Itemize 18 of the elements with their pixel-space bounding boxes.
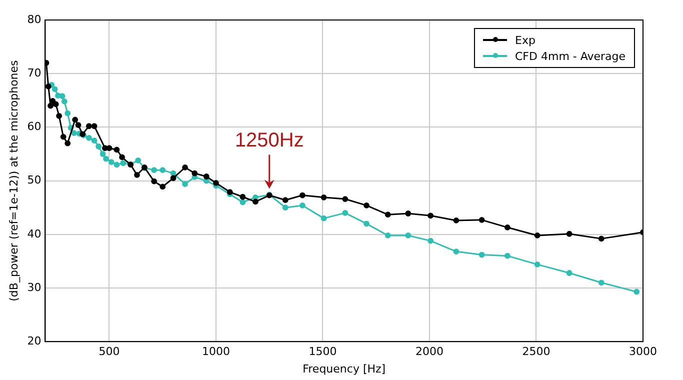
x-tick-label: 1000 xyxy=(202,345,230,358)
x-tick-label: 2500 xyxy=(522,345,550,358)
x-tick-label: 1500 xyxy=(308,345,337,358)
y-tick-label: 50 xyxy=(27,174,42,187)
y-tick-label: 40 xyxy=(27,227,42,240)
annotation: 1250Hz xyxy=(234,129,304,152)
x-axis-title: Frequency [Hz] xyxy=(302,362,386,376)
y-tick-label: 30 xyxy=(27,280,42,294)
y-axis-title: (dB_power (ref=1e-12)) at the microphones xyxy=(7,60,20,302)
y-tick-label: 60 xyxy=(27,120,42,134)
y-tick-label: 20 xyxy=(27,334,42,348)
x-tick-label: 3000 xyxy=(629,345,657,358)
x-tick-label: 500 xyxy=(98,345,120,358)
y-tick-label: 70 xyxy=(27,66,42,80)
legend-label: CFD 4mm - Average xyxy=(515,50,626,62)
y-tick-label: 80 xyxy=(27,12,42,26)
x-tick-label: 2000 xyxy=(416,345,444,358)
legend-label: Exp xyxy=(515,34,536,46)
